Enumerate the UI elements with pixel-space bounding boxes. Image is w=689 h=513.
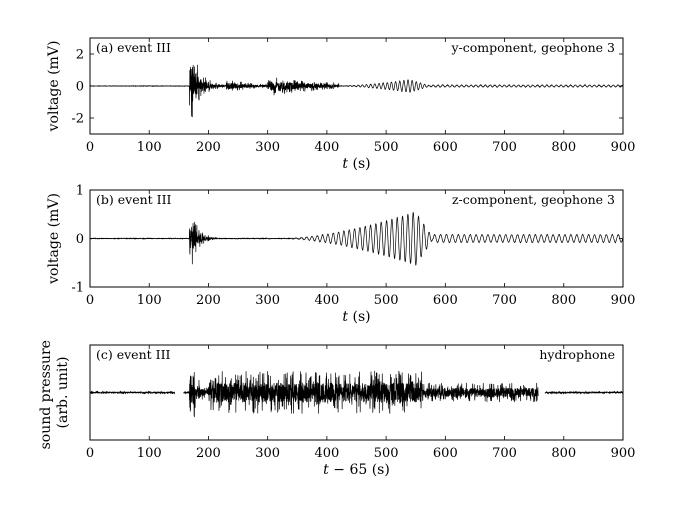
panel-b-annotation: z-component, geophone 3 xyxy=(452,192,615,207)
x-tick-label: 700 xyxy=(492,140,517,155)
x-tick-label: 100 xyxy=(137,446,162,461)
x-tick-label: 900 xyxy=(611,446,636,461)
panel-b-trace xyxy=(89,212,624,266)
panel-a-x-ticks: 0 100 200 300 400 500 600 700 800 900 xyxy=(86,38,636,155)
x-tick-label: 100 xyxy=(137,293,162,308)
x-tick-label: 0 xyxy=(86,140,94,155)
panel-a: 0 100 200 300 400 500 600 700 800 900 -202 (a) ev… xyxy=(46,37,636,172)
panel-c-y-axis-label-line-1: sound pressure xyxy=(38,340,54,449)
trace-line-segment xyxy=(89,212,624,266)
x-tick-label: 300 xyxy=(255,140,280,155)
panel-a-y-ticks: -2 0 2 xyxy=(71,48,623,127)
x-tick-label: 500 xyxy=(374,293,399,308)
trace-line-segment xyxy=(544,390,624,395)
x-tick-label: 300 xyxy=(255,293,280,308)
panel-a-label: (a) event III xyxy=(96,40,171,55)
x-tick-label: 500 xyxy=(374,140,399,155)
x-tick-label: 700 xyxy=(492,446,517,461)
x-tick-label: 400 xyxy=(314,446,339,461)
panel-c-annotation: hydrophone xyxy=(539,347,615,362)
trace-line-segment xyxy=(89,390,175,395)
x-tick-label: 800 xyxy=(551,446,576,461)
panel-a-y-axis-label: voltage (mV) xyxy=(46,41,62,133)
y-tick-label: -2 xyxy=(71,112,84,127)
x-tick-label: 600 xyxy=(433,293,458,308)
y-tick-label: 0 xyxy=(76,232,84,247)
panel-b-label: (b) event III xyxy=(96,192,172,207)
panel-c-axes-frame xyxy=(89,344,624,441)
y-tick-label: 1 xyxy=(76,184,84,199)
panel-c-label: (c) event III xyxy=(96,347,171,362)
x-tick-label: 0 xyxy=(86,293,94,308)
panel-c-x-ticks: 0 100 200 300 400 500 600 700 800 900 xyxy=(86,345,636,461)
panel-b-x-axis-label: t (s) xyxy=(342,309,370,325)
panel-b-y-axis-label: voltage (mV) xyxy=(46,193,62,285)
x-tick-label: 500 xyxy=(374,446,399,461)
trace-line-segment xyxy=(89,64,624,118)
panel-b-x-ticks: 0 100 200 300 400 500 600 700 800 900 xyxy=(86,190,636,308)
y-tick-label: 0 xyxy=(76,80,84,95)
panel-b: 0 100 200 300 400 500 600 700 800 900 -101 (b) ev… xyxy=(46,184,635,326)
panel-c-y-axis-label: sound pressure (arb. unit) xyxy=(38,336,71,450)
panel-a-trace xyxy=(89,64,624,118)
trace-line-segment xyxy=(183,370,539,418)
panel-a-annotation: y-component, geophone 3 xyxy=(450,40,615,55)
x-tick-label: 200 xyxy=(196,293,221,308)
panel-c-x-axis-label: t − 65 (s) xyxy=(323,462,390,478)
x-tick-label: 900 xyxy=(611,293,636,308)
panel-c-y-axis-label-line-2: (arb. unit) xyxy=(55,357,71,429)
panel-b-y-ticks: -1 0 1 xyxy=(71,184,623,296)
panel-c: 0 100 200 300 400 500 600 700 800 900 (c) event I… xyxy=(38,336,636,478)
x-tick-label: 200 xyxy=(196,446,221,461)
x-tick-label: 900 xyxy=(611,140,636,155)
panel-c-trace xyxy=(89,370,624,418)
x-tick-label: 600 xyxy=(433,140,458,155)
y-tick-label: 2 xyxy=(76,48,84,63)
x-tick-label: 700 xyxy=(492,293,517,308)
panel-a-x-axis-label: t (s) xyxy=(342,156,370,172)
x-tick-label: 600 xyxy=(433,446,458,461)
x-tick-label: 800 xyxy=(551,140,576,155)
x-tick-label: 400 xyxy=(314,293,339,308)
x-tick-label: 800 xyxy=(551,293,576,308)
y-tick-label: -1 xyxy=(71,281,84,296)
x-tick-label: 0 xyxy=(86,446,94,461)
x-tick-label: 300 xyxy=(255,446,280,461)
x-tick-label: 400 xyxy=(314,140,339,155)
x-tick-label: 100 xyxy=(137,140,162,155)
x-tick-label: 200 xyxy=(196,140,221,155)
